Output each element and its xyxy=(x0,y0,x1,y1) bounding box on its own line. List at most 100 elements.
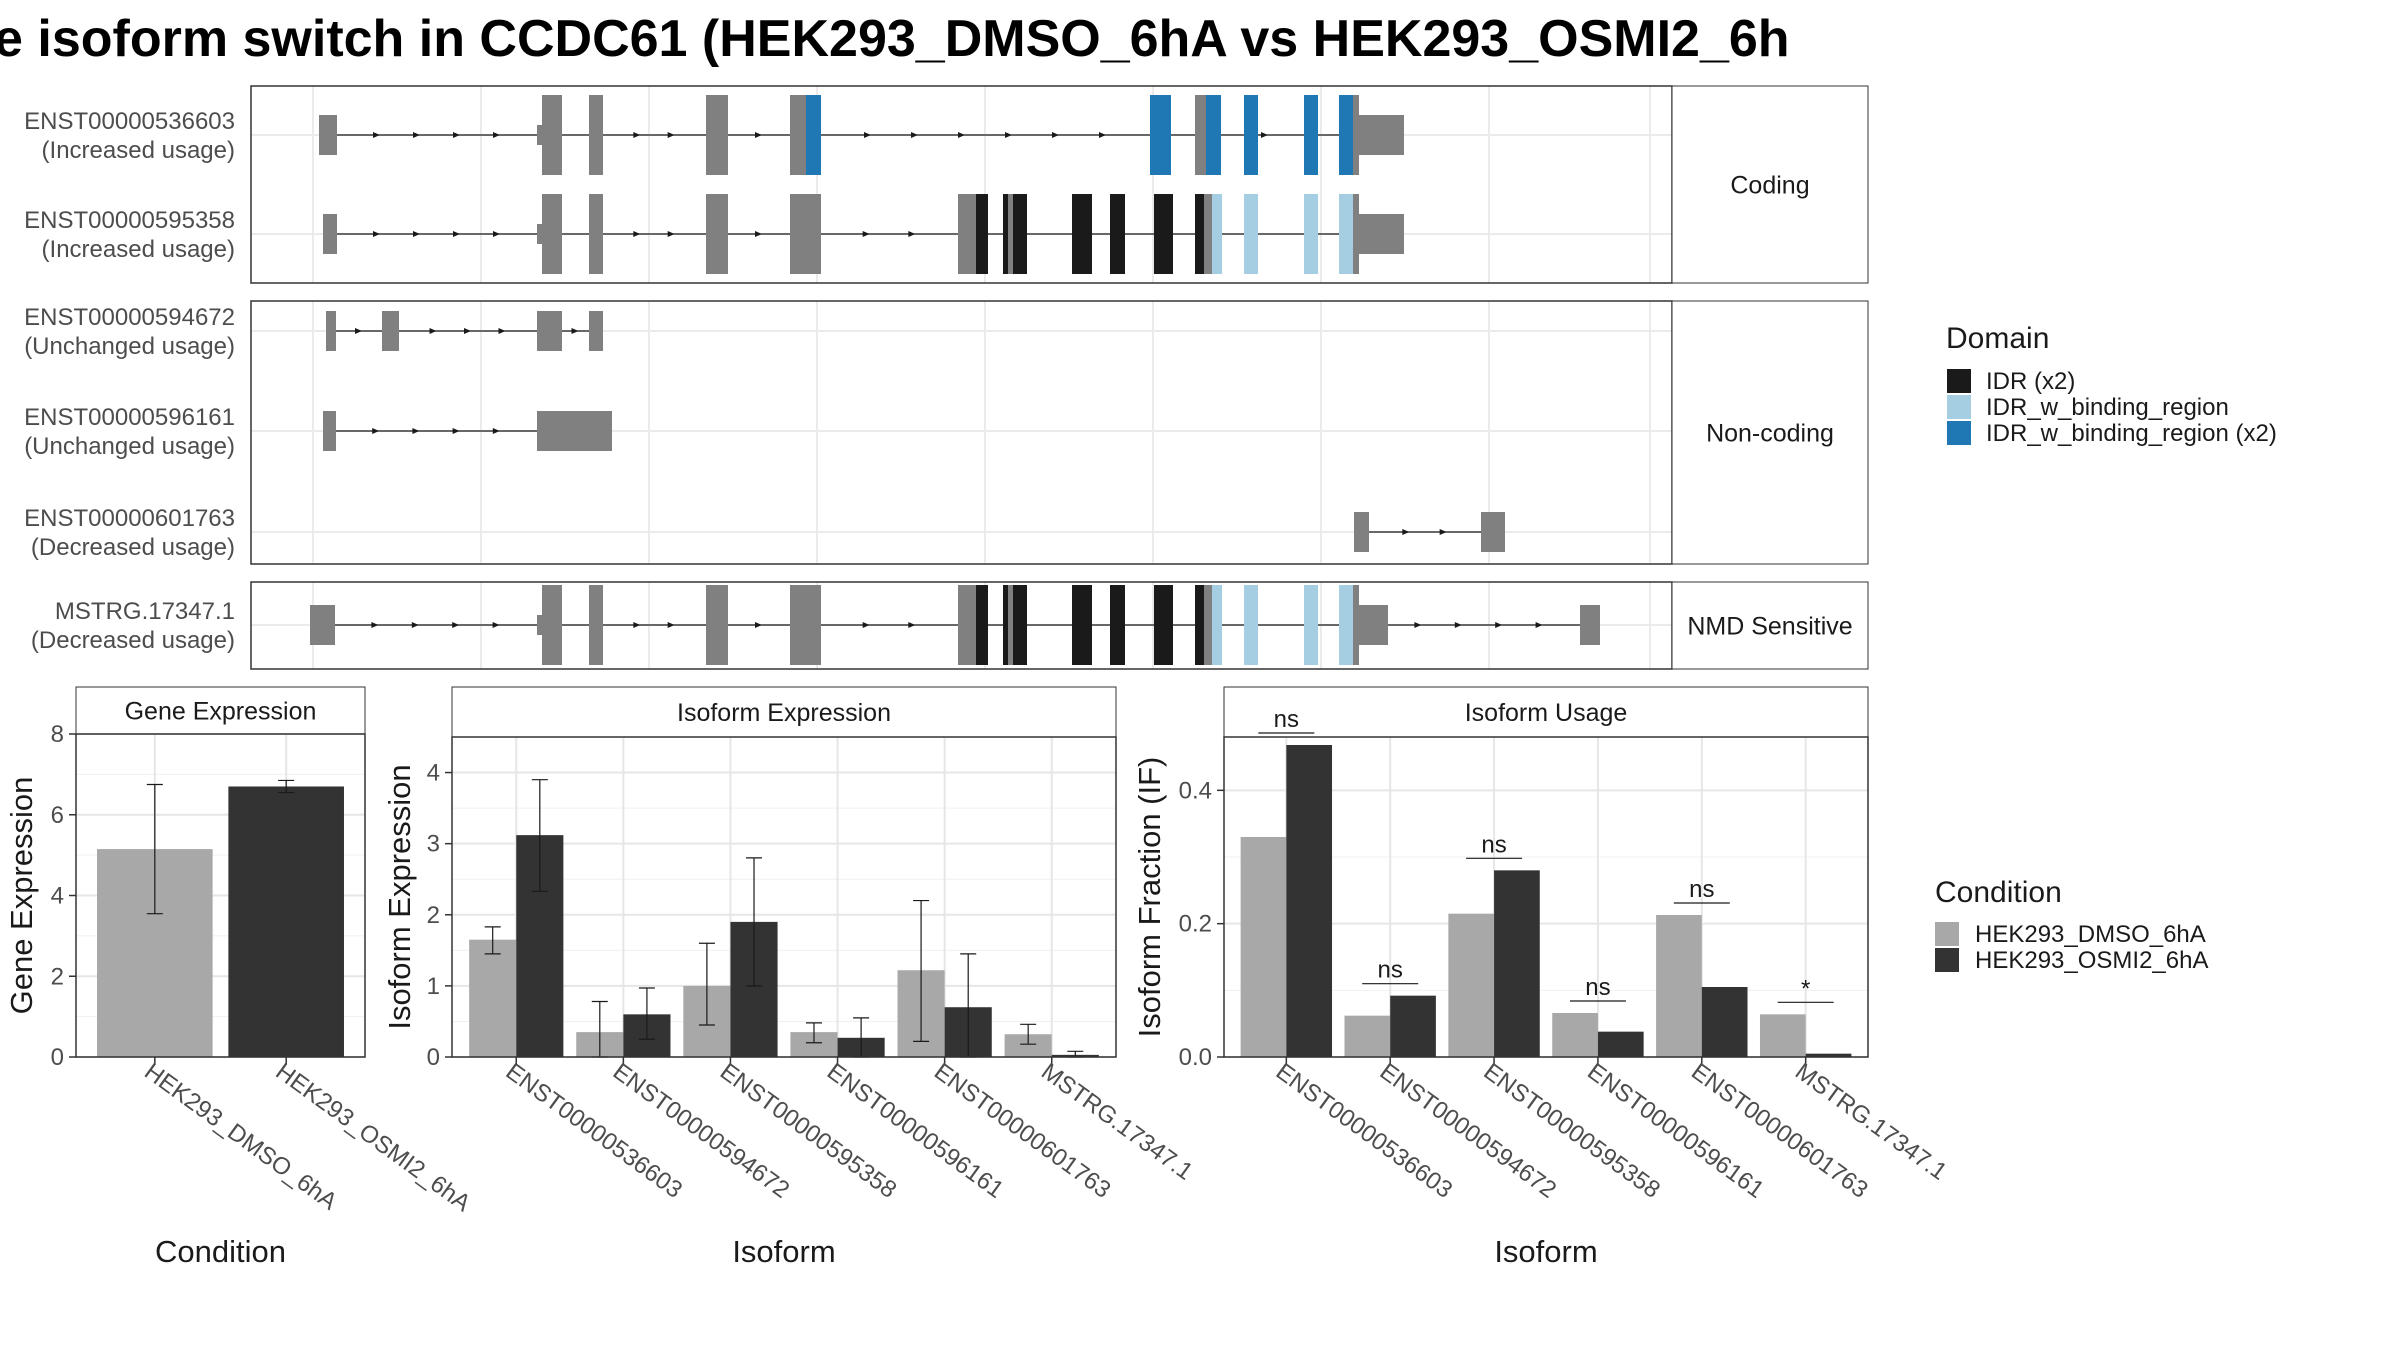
transcript-model xyxy=(323,194,1404,274)
bar xyxy=(1805,1053,1852,1057)
domain-legend-key xyxy=(1947,395,1971,419)
exon xyxy=(589,95,603,175)
exon xyxy=(1304,585,1318,665)
y-tick-label: 2 xyxy=(427,902,440,929)
strip-label: Coding xyxy=(1730,172,1809,200)
x-tick-label: ENST00000601763 xyxy=(1686,1058,1872,1204)
bar xyxy=(1448,913,1495,1057)
intron-arrow xyxy=(755,132,762,138)
y-axis-label: Isoform Fraction (IF) xyxy=(1132,757,1167,1038)
intron-arrow xyxy=(667,132,675,138)
y-axis-label: Isoform Expression xyxy=(382,764,417,1029)
intron-arrow xyxy=(1439,529,1447,535)
exon xyxy=(542,585,562,665)
y-tick-label: 6 xyxy=(51,802,64,829)
intron-arrow xyxy=(464,328,471,334)
exon xyxy=(790,585,821,665)
bar xyxy=(1286,745,1333,1057)
intron-arrow xyxy=(1261,132,1268,138)
figure-title: e isoform switch in CCDC61 (HEK293_DMSO_… xyxy=(0,10,1790,68)
intron-arrow xyxy=(571,328,579,334)
exon xyxy=(1072,585,1092,665)
exon xyxy=(1580,605,1600,645)
intron-arrow xyxy=(667,231,675,237)
intron-arrow xyxy=(453,231,460,237)
x-tick-label: ENST00000594672 xyxy=(1375,1058,1561,1204)
intron-arrow xyxy=(633,231,641,237)
exon xyxy=(1008,194,1013,274)
transcript-model xyxy=(323,411,612,451)
exon xyxy=(1339,194,1353,274)
exon xyxy=(1195,95,1206,175)
exon xyxy=(958,194,976,274)
bar xyxy=(1701,987,1748,1057)
domain-legend-label: IDR (x2) xyxy=(1986,368,2075,395)
intron-arrow xyxy=(453,132,460,138)
y-tick-label: 4 xyxy=(51,883,64,910)
x-tick-label: ENST00000536603 xyxy=(501,1058,687,1204)
significance-label: * xyxy=(1801,975,1810,1002)
chart-isoform-usage: Isoform Usage 0.0 0.2 0.4 ns ns ns ns ns * ENST000… xyxy=(1132,686,1952,1269)
condition-legend-label: HEK293_OSMI2_6hA xyxy=(1975,947,2208,974)
exon xyxy=(958,585,976,665)
y-tick-label: 3 xyxy=(427,831,440,858)
bar xyxy=(1390,995,1436,1057)
intron-arrow xyxy=(862,231,870,237)
isoform-usage-label: (Increased usage) xyxy=(42,137,235,164)
intron-arrow xyxy=(908,622,916,628)
condition-legend-key xyxy=(1935,922,1959,946)
exon xyxy=(542,95,562,175)
exon xyxy=(706,95,728,175)
domain-legend-title: Domain xyxy=(1946,322,2049,355)
exon xyxy=(1195,194,1204,274)
legends: Domain IDR (x2)IDR_w_binding_regionIDR_w_… xyxy=(1935,322,2277,974)
exon xyxy=(706,194,728,274)
chart-gene-expression: Gene Expression02468HEK293_DMSO_6hAHEK29… xyxy=(4,686,475,1269)
intron-arrow xyxy=(1495,622,1503,628)
x-tick-label: ENST00000594672 xyxy=(608,1058,794,1204)
isoform-usage-label: (Increased usage) xyxy=(42,236,235,263)
intron-arrow xyxy=(373,231,380,237)
significance-label: ns xyxy=(1481,831,1506,858)
exon xyxy=(1110,194,1125,274)
exon xyxy=(1353,194,1359,274)
x-axis-label: Condition xyxy=(155,1234,286,1269)
condition-legend-key xyxy=(1935,948,1959,972)
intron-arrow xyxy=(908,231,916,237)
significance-label: ns xyxy=(1274,706,1299,733)
transcript-model xyxy=(326,311,603,351)
intron-arrow xyxy=(452,428,460,434)
exon xyxy=(1354,512,1369,552)
bar xyxy=(1597,1031,1644,1057)
exon xyxy=(1013,194,1027,274)
isoform-id-label: ENST00000536603 xyxy=(24,108,235,135)
exon xyxy=(1353,95,1359,175)
exon xyxy=(790,194,821,274)
intron-arrow xyxy=(498,328,506,334)
intron-arrow xyxy=(1414,622,1422,628)
condition-legend-title: Condition xyxy=(1935,876,2062,909)
isoform-id-label: ENST00000594672 xyxy=(24,304,235,331)
intron-arrow xyxy=(755,622,762,628)
strip-box xyxy=(1671,300,1869,565)
bar xyxy=(228,786,344,1057)
exon xyxy=(542,194,562,274)
intron-arrow xyxy=(633,622,641,628)
x-tick-label: ENST00000595358 xyxy=(1479,1058,1665,1204)
intron-arrow xyxy=(492,428,500,434)
y-tick-label: 8 xyxy=(51,721,64,748)
intron-arrow xyxy=(1454,622,1462,628)
exon xyxy=(589,311,603,351)
exon xyxy=(1154,585,1173,665)
chart-title: Isoform Usage xyxy=(1465,699,1628,727)
strip-label: NMD Sensitive xyxy=(1687,613,1852,641)
bar xyxy=(1656,915,1702,1057)
strip-box xyxy=(1671,85,1869,284)
exon xyxy=(1359,115,1404,155)
y-axis-label: Gene Expression xyxy=(4,777,39,1015)
exon xyxy=(537,411,612,451)
intron-arrow xyxy=(1052,132,1059,138)
